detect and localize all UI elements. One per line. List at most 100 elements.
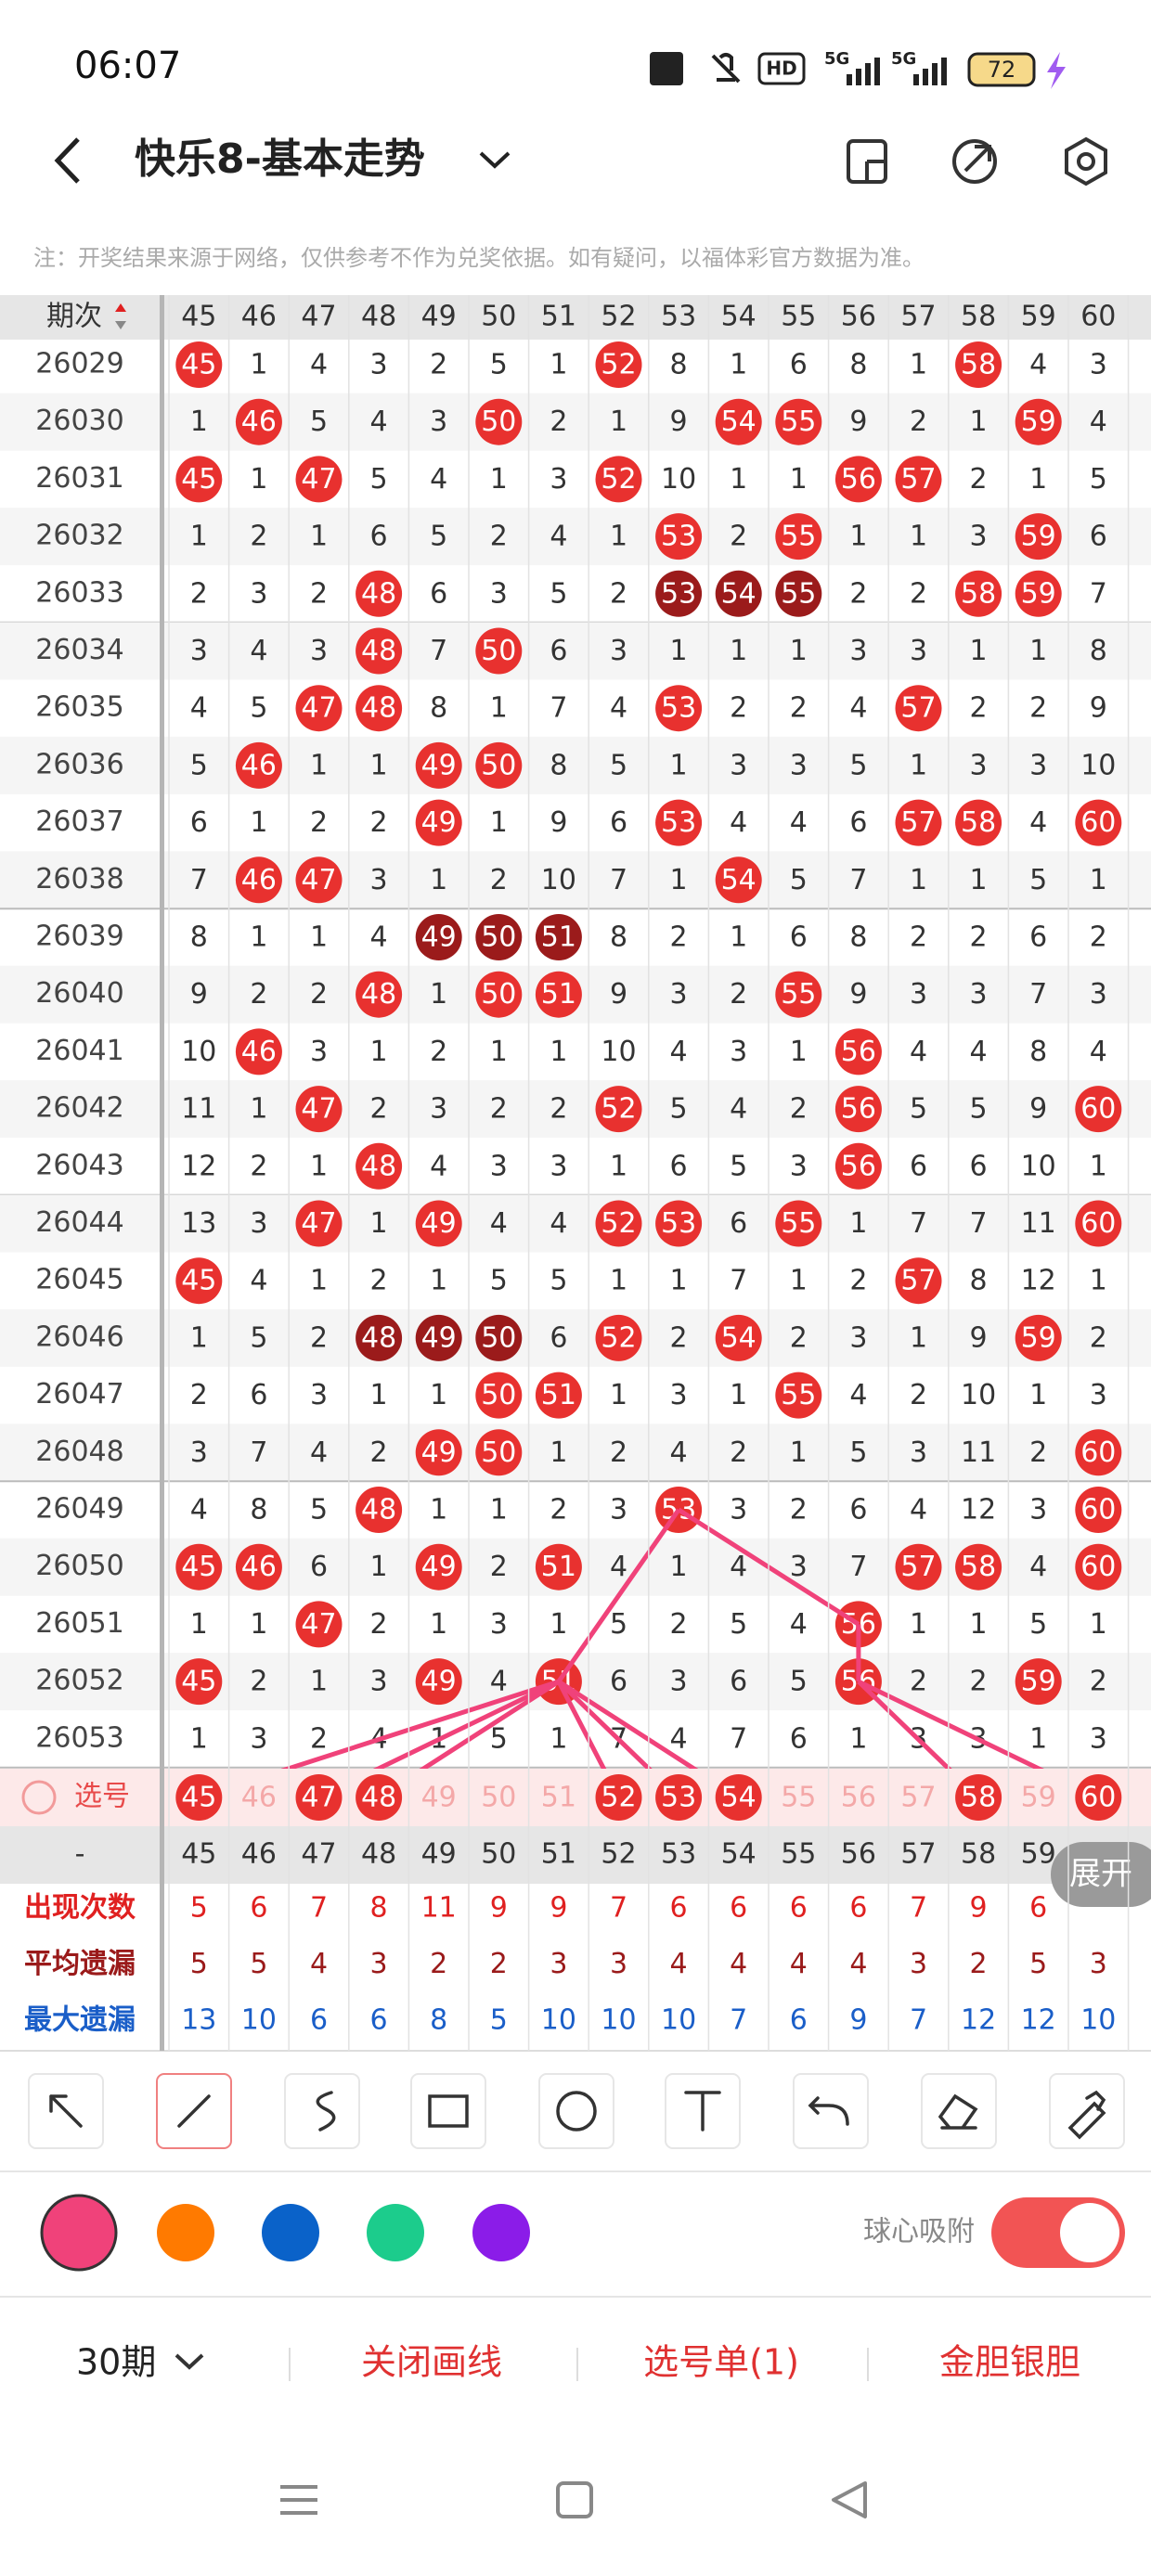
- tool-icon[interactable]: [808, 2096, 849, 2126]
- select-number[interactable]: 59: [1021, 1782, 1056, 1814]
- color-swatch[interactable]: [472, 2204, 530, 2261]
- miss-count: 2: [970, 1666, 988, 1698]
- tool-button[interactable]: [921, 2073, 997, 2149]
- period-dropdown[interactable]: [175, 2353, 204, 2370]
- miss-count: 4: [1090, 1036, 1107, 1068]
- expand-label[interactable]: 展开: [1069, 1856, 1132, 1893]
- ball-number: 54: [721, 1321, 757, 1354]
- miss-count: 2: [910, 1379, 927, 1411]
- select-number[interactable]: 49: [421, 1782, 457, 1814]
- nav-back[interactable]: [832, 2481, 867, 2518]
- nav-home[interactable]: [556, 2481, 593, 2518]
- select-number[interactable]: 51: [541, 1782, 576, 1814]
- tool-icon[interactable]: [684, 2091, 721, 2132]
- tool-icon[interactable]: [1067, 2090, 1106, 2140]
- miss-count: 1: [250, 349, 267, 381]
- close-lines[interactable]: 关闭画线: [361, 2342, 502, 2383]
- ball-number: 60: [1080, 1093, 1116, 1126]
- color-swatch[interactable]: [40, 2194, 118, 2272]
- miss-count: 9: [190, 978, 208, 1011]
- tool-button[interactable]: [410, 2073, 486, 2149]
- miss-count: 1: [550, 1608, 567, 1641]
- tool-icon[interactable]: [428, 2094, 469, 2128]
- color-swatch[interactable]: [367, 2204, 424, 2261]
- summary-column: 55: [781, 1838, 816, 1871]
- miss-count: 6: [670, 1150, 688, 1182]
- period-select[interactable]: 30期: [76, 2342, 156, 2383]
- tool-icon[interactable]: [177, 2094, 211, 2128]
- ball: [1015, 513, 1062, 560]
- selected-number[interactable]: 60: [1080, 1782, 1116, 1814]
- select-radio[interactable]: [21, 1780, 57, 1815]
- tool-icon[interactable]: [556, 2091, 597, 2132]
- miss-count: 1: [1090, 1150, 1107, 1182]
- selected-number[interactable]: 52: [601, 1782, 636, 1814]
- net-label: 5G: [824, 49, 849, 69]
- ball: [235, 857, 282, 904]
- miss-count: 4: [550, 1207, 567, 1240]
- select-number[interactable]: 55: [781, 1782, 816, 1814]
- settings-icon[interactable]: [1065, 136, 1107, 187]
- ball-number: 52: [601, 1321, 636, 1354]
- title-dropdown[interactable]: [479, 151, 511, 169]
- pick-list[interactable]: 选号单(1): [643, 2342, 799, 2383]
- ball: [295, 1200, 343, 1247]
- selected-ball[interactable]: [595, 1774, 642, 1821]
- row-bg: [0, 851, 1151, 909]
- layout-icon[interactable]: [847, 139, 887, 184]
- miss-count: 1: [250, 806, 267, 839]
- summary-value: 3: [370, 1948, 388, 1980]
- selected-number[interactable]: 48: [361, 1782, 396, 1814]
- share-icon[interactable]: [952, 139, 997, 184]
- sort-down[interactable]: [115, 321, 126, 329]
- miss-count: 1: [250, 463, 267, 496]
- miss-count: 3: [849, 1321, 867, 1354]
- period: 26046: [35, 1320, 123, 1353]
- tool-button[interactable]: [284, 2073, 360, 2149]
- gold-silver[interactable]: 金胆银胆: [939, 2342, 1080, 2383]
- ball-number: 47: [301, 463, 336, 496]
- color-swatch[interactable]: [157, 2204, 214, 2261]
- ball-number: 48: [361, 1150, 396, 1182]
- selected-number[interactable]: 47: [301, 1782, 336, 1814]
- nav-menu[interactable]: [280, 2485, 317, 2515]
- selected-ball[interactable]: [955, 1774, 1002, 1821]
- ball-number: 52: [601, 463, 636, 496]
- tool-button[interactable]: [538, 2073, 614, 2149]
- back-button[interactable]: [54, 137, 80, 184]
- ball-number: 53: [661, 1207, 696, 1240]
- selected-ball[interactable]: [715, 1774, 762, 1821]
- miss-count: 1: [670, 864, 688, 896]
- select-number[interactable]: 56: [841, 1782, 876, 1814]
- tool-icon[interactable]: [938, 2093, 978, 2130]
- select-number[interactable]: 50: [481, 1782, 516, 1814]
- snap-toggle[interactable]: [991, 2197, 1125, 2268]
- tool-button[interactable]: [793, 2073, 869, 2149]
- selected-ball[interactable]: [295, 1774, 343, 1821]
- selected-number[interactable]: 45: [181, 1782, 216, 1814]
- miss-count: 4: [1029, 349, 1047, 381]
- selected-ball[interactable]: [175, 1774, 223, 1821]
- miss-count: 4: [190, 692, 208, 725]
- ball-number: 53: [661, 521, 696, 553]
- selected-number[interactable]: 58: [961, 1782, 996, 1814]
- toggle-knob[interactable]: [1060, 2203, 1119, 2262]
- miss-count: 1: [310, 1265, 328, 1297]
- column-header: 47: [301, 301, 336, 333]
- selected-number[interactable]: 53: [661, 1782, 696, 1814]
- miss-count: 1: [670, 1265, 688, 1297]
- expand-button[interactable]: [1051, 1842, 1151, 1907]
- selected-number[interactable]: 54: [721, 1782, 757, 1814]
- selected-ball[interactable]: [1075, 1774, 1122, 1821]
- miss-count: 5: [730, 1608, 747, 1641]
- selected-ball[interactable]: [655, 1774, 703, 1821]
- selected-ball[interactable]: [356, 1774, 403, 1821]
- miss-count: 1: [790, 1265, 808, 1297]
- sort-up[interactable]: [115, 303, 126, 312]
- select-number[interactable]: 57: [900, 1782, 936, 1814]
- ball: [475, 1429, 523, 1476]
- tool-icon[interactable]: [49, 2094, 83, 2128]
- select-number[interactable]: 46: [241, 1782, 277, 1814]
- tool-icon[interactable]: [316, 2091, 336, 2132]
- color-swatch[interactable]: [262, 2204, 319, 2261]
